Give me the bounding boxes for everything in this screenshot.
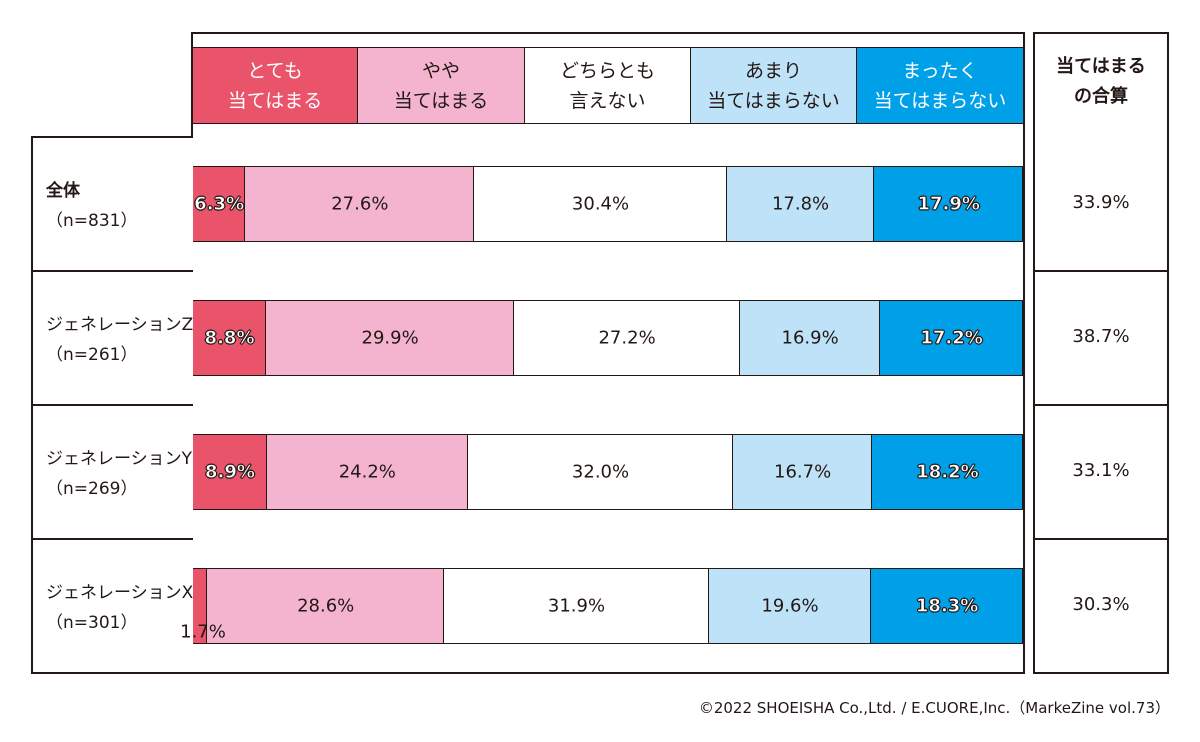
bar-value-label: 16.7% [774,461,832,483]
bar-segment [467,435,734,509]
category-row-divider [31,270,193,272]
bar-segment [444,569,709,643]
category-sample-size: （n=831） [46,211,138,231]
total-row-divider [1033,270,1169,272]
legend-item-5: まったく 当てはまらない [857,47,1024,124]
category-label: 全体 （n=831） [46,176,137,236]
stacked-bar [193,434,1023,510]
bar-value-label: 17.2% [920,327,983,349]
bar-value-label: 27.2% [598,327,656,349]
bar-value-label: 32.0% [571,461,630,483]
bar-value-label: 17.8% [771,193,830,215]
copyright-credit: ©2022 SHOEISHA Co.,Ltd. / E.CUORE,Inc.（M… [698,699,1170,717]
bar-value-label: 19.6% [761,595,819,617]
bar-value-label: 8.8% [204,327,255,349]
bar-segment [739,301,881,375]
bar-value-label: 29.9% [361,327,419,349]
bar-segment [266,301,515,375]
legend-item-3: どちらとも 言えない [525,47,691,124]
bar-value-label: 18.3% [915,595,979,617]
bar-value-label: 1.7% [180,621,226,643]
total-value: 38.7% [1072,326,1130,347]
stacked-bar [193,568,1023,644]
stacked-bar [193,300,1023,376]
category-name: ジェネレーションZ [46,315,194,335]
category-label: ジェネレーションY （n=269） [46,444,192,504]
bar-value-label: 27.6% [331,193,389,215]
total-row-divider [1033,404,1169,406]
legend-bottom-rule [192,123,1024,124]
bar-segment [871,435,1023,509]
bar-segment [266,435,468,509]
legend-item-2: やや 当てはまる [358,47,525,124]
category-name: ジェネレーションX [46,583,194,603]
stacked-bar [193,166,1023,242]
bar-value-label: 8.9% [204,461,256,483]
bar-value-label: 24.2% [338,461,396,483]
category-sample-size: （n=301） [46,613,138,633]
bar-segment [245,167,475,241]
category-sample-size: （n=261） [46,345,138,365]
category-name: ジェネレーションY [46,449,193,469]
bar-value-label: 31.9% [547,595,606,617]
legend-item-1: とても 当てはまる [192,47,358,124]
total-value: 33.9% [1072,192,1130,213]
category-sample-size: （n=269） [46,479,138,499]
bar-segment [474,167,727,241]
bar-value-label: 16.9% [781,327,839,349]
category-row-divider [31,404,193,406]
category-label: ジェネレーションX （n=301） [46,578,193,638]
total-header: 当てはまる の合算 [1056,56,1146,107]
total-value: 30.3% [1072,594,1130,615]
bar-segment [193,569,208,643]
bar-value-label: 18.2% [916,461,979,483]
category-row-divider [31,538,193,540]
category-label: ジェネレーションZ （n=261） [46,310,193,370]
bar-segment [871,569,1023,643]
bar-segment [726,167,875,241]
total-column-frame [1033,32,1169,674]
bar-segment [874,167,1023,241]
bar-segment [708,569,872,643]
legend-item-4: あまり 当てはまらない [691,47,857,124]
bar-segment [733,435,872,509]
total-value: 33.1% [1072,460,1130,481]
bar-value-label: 30.4% [571,193,630,215]
bar-value-label: 28.6% [297,595,355,617]
bar-segment [207,569,445,643]
bar-segment [193,301,267,375]
category-name: 全体 [46,181,80,201]
bar-value-label: 17.9% [917,193,980,215]
bar-segment [193,435,267,509]
bar-segment [193,167,246,241]
bar-segment [514,301,740,375]
bar-value-label: 6.3% [194,193,245,215]
total-row-divider [1033,538,1169,540]
legend-top-rule [192,47,1024,48]
bar-segment [880,301,1023,375]
